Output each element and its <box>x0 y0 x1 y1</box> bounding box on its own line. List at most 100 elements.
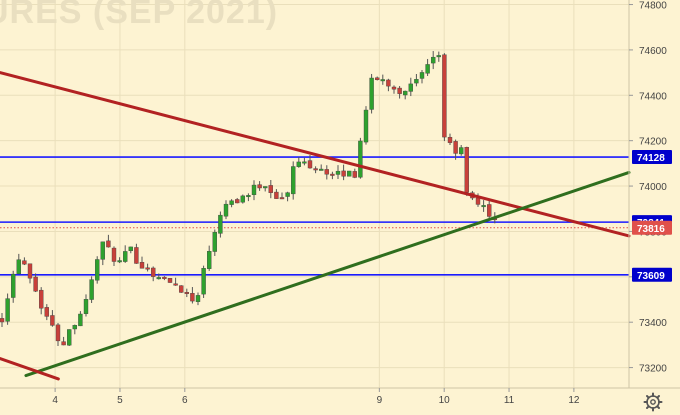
candle-up <box>10 273 16 298</box>
price-tick-label: 74800 <box>639 1 667 12</box>
candle-down <box>313 168 318 171</box>
candle-up <box>296 161 301 167</box>
price-tick-label: 74400 <box>639 91 667 102</box>
candle-down <box>162 276 167 279</box>
candle-down <box>150 267 156 277</box>
candle-down <box>324 169 329 175</box>
candle-down <box>44 307 49 317</box>
candle-down <box>22 260 27 265</box>
price-badges: 74128738417360973816 <box>632 150 672 282</box>
candle-down <box>447 136 453 143</box>
candle-down <box>386 79 391 87</box>
candle-up <box>436 55 441 58</box>
candle-up <box>319 168 324 171</box>
time-tick-label: 11 <box>504 395 515 406</box>
price-badge-label: 73609 <box>637 271 665 282</box>
candle-up <box>358 140 363 178</box>
candle-up <box>156 277 162 280</box>
candle-down <box>39 289 44 309</box>
candle-up <box>369 77 374 110</box>
grid <box>0 0 629 388</box>
candle-down <box>274 191 279 199</box>
candle-up <box>218 214 223 234</box>
candle-up <box>195 295 201 302</box>
candle-up <box>100 241 106 260</box>
time-tick-label: 12 <box>568 395 580 406</box>
candle-up <box>89 279 94 300</box>
candle-up <box>94 259 100 281</box>
candle-up <box>212 232 218 252</box>
candle-down <box>279 197 285 200</box>
candle-down <box>453 141 458 154</box>
candle-up <box>122 251 128 262</box>
trend-line-3 <box>0 357 60 381</box>
candle-up <box>419 72 425 79</box>
candle-up <box>223 203 229 217</box>
price-tick-label: 74000 <box>639 182 667 193</box>
candle-up <box>302 161 307 164</box>
time-axis: 4 5 6 9 10 11 12 <box>52 388 580 406</box>
candle-up <box>481 205 486 208</box>
candle-up <box>425 64 430 74</box>
candle-up <box>263 186 268 189</box>
candle-down <box>375 77 380 80</box>
candle-up <box>5 298 10 322</box>
price-badge-74128 <box>632 150 672 165</box>
candle-up <box>206 251 212 269</box>
price-tick-label: 73400 <box>639 318 667 329</box>
candle-down <box>442 54 447 138</box>
candle-up <box>16 259 21 275</box>
candle-up <box>72 325 78 330</box>
price-badge-73609 <box>632 267 672 282</box>
candles <box>0 51 497 347</box>
candle-up <box>335 170 341 175</box>
gear-icon[interactable] <box>643 392 663 412</box>
candle-up <box>229 200 234 205</box>
time-tick-label: 4 <box>52 395 58 406</box>
price-tick-label: 74200 <box>639 137 667 148</box>
candle-down <box>178 285 184 293</box>
candle-down <box>307 160 313 169</box>
candle-down <box>475 197 481 205</box>
candle-down <box>173 283 178 286</box>
candle-down <box>27 263 33 279</box>
candle-up <box>347 170 352 177</box>
candle-down <box>184 292 190 294</box>
trend-line-2 <box>24 170 631 378</box>
candle-down <box>0 318 5 323</box>
candle-up <box>66 329 72 346</box>
candle-down <box>397 87 402 94</box>
price-badge-73816 <box>632 220 672 235</box>
candle-down <box>234 199 240 204</box>
candle-down <box>341 170 346 177</box>
time-tick-label: 9 <box>377 395 383 406</box>
candle-down <box>464 147 469 193</box>
trend-lines <box>0 71 631 381</box>
candle-down <box>268 185 273 193</box>
candle-up <box>403 90 408 96</box>
candle-down <box>487 204 492 217</box>
candle-up <box>414 79 419 84</box>
candle-down <box>106 240 111 248</box>
candle-up <box>128 246 134 252</box>
candle-down <box>391 86 397 90</box>
candle-down <box>330 173 335 176</box>
candle-up <box>201 268 206 295</box>
candle-up <box>83 299 89 314</box>
candle-up <box>285 192 290 197</box>
candle-up <box>117 260 122 263</box>
candle-down <box>167 278 173 283</box>
candle-down <box>33 276 38 292</box>
candle-up <box>431 56 436 64</box>
candle-up <box>78 313 83 327</box>
candle-up <box>459 147 464 155</box>
candle-down <box>50 315 55 326</box>
candle-down <box>139 262 145 269</box>
candle-down <box>55 324 61 342</box>
horizontal-levels <box>0 156 629 276</box>
time-tick-label: 5 <box>117 395 123 406</box>
candle-down <box>111 247 117 262</box>
